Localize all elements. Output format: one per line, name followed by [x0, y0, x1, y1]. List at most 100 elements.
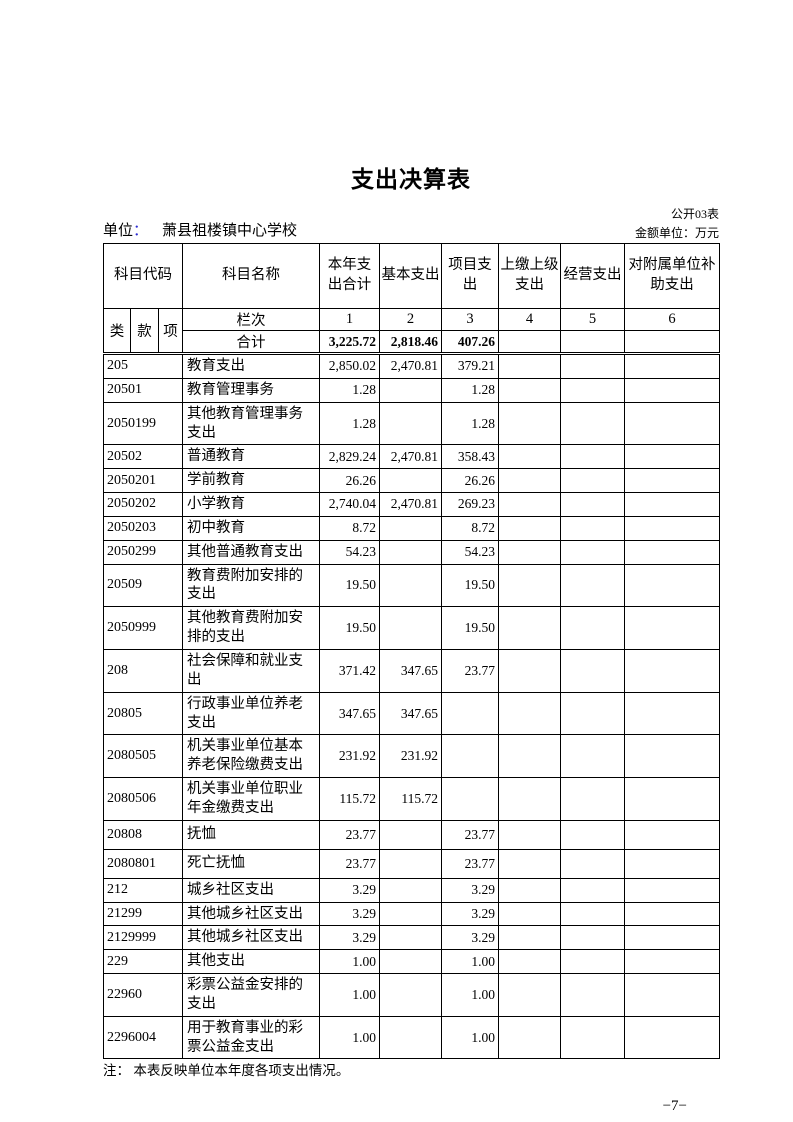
value-cell-col6: [624, 352, 721, 379]
value-cell-col4: [498, 1015, 562, 1060]
value-cell-col4: [498, 901, 562, 927]
value-cell-col4: [498, 734, 562, 779]
value-cell-col3: 1.28: [441, 377, 500, 403]
lanci-number-3: 3: [441, 308, 500, 331]
value-cell-col4: [498, 925, 562, 951]
lanci-number-1: 1: [319, 308, 381, 331]
value-cell-col3: 23.77: [441, 648, 500, 693]
value-cell-col4: [498, 444, 562, 470]
table-row: 20509 教育费附加安排的支出 19.50 19.50: [102, 563, 721, 608]
value-cell-col4: [498, 777, 562, 821]
page-title: 支出决算表: [351, 166, 471, 192]
value-cell-col3: 269.23: [441, 492, 500, 517]
value-cell-col2: [379, 515, 443, 541]
value-cell-col2: [379, 468, 443, 494]
value-cell-col2: [379, 1015, 443, 1060]
value-cell-col4: [498, 563, 562, 608]
subject-name-cell: 初中教育: [182, 515, 321, 541]
value-cell-col6: [624, 468, 721, 494]
value-cell-col6: [624, 925, 721, 951]
value-cell-col3: 19.50: [441, 606, 500, 650]
subject-code-cell: 2050199: [102, 401, 184, 446]
value-cell-col5: [560, 539, 626, 565]
subject-code-cell: 2050999: [102, 606, 184, 650]
value-cell-col5: [560, 352, 626, 379]
value-cell-col1: 54.23: [319, 539, 381, 565]
table-row: 229 其他支出 1.00 1.00: [102, 949, 721, 975]
value-cell-col3: 1.28: [441, 401, 500, 446]
subject-code-cell: 20805: [102, 691, 184, 736]
value-cell-col2: 2,470.81: [379, 444, 443, 470]
value-cell-col1: 19.50: [319, 606, 381, 650]
value-cell-col3: 1.00: [441, 949, 500, 975]
value-cell-col6: [624, 848, 721, 879]
lanci-label: 栏次: [182, 308, 321, 331]
value-cell-col3: 3.29: [441, 925, 500, 951]
table-row: 2050299 其他普通教育支出 54.23 54.23: [102, 539, 721, 565]
value-cell-col2: [379, 973, 443, 1017]
document-page: 支出决算表 公开03表 单位： 萧县祖楼镇中心学校 金额单位：万元 科目代码 科目…: [102, 0, 721, 1115]
total-value-4: [498, 330, 562, 354]
value-cell-col1: 2,850.02: [319, 352, 381, 379]
value-cell-col2: [379, 563, 443, 608]
total-value-2: 2,818.46: [379, 330, 443, 354]
value-cell-col2: [379, 901, 443, 927]
value-cell-col6: [624, 563, 721, 608]
subject-name-cell: 行政事业单位养老支出: [182, 691, 321, 736]
value-cell-col3: 8.72: [441, 515, 500, 541]
table-row: 22960 彩票公益金安排的支出 1.00 1.00: [102, 973, 721, 1017]
col-header-subject-code: 科目代码: [102, 243, 184, 309]
value-cell-col6: [624, 734, 721, 779]
value-cell-col2: [379, 949, 443, 975]
table-header: 科目代码 科目名称 本年支出合计 基本支出 项目支出 上缴上级支出 经营支出 对…: [102, 243, 721, 354]
total-row-label: 合计: [182, 330, 321, 354]
total-value-6: [624, 330, 721, 354]
value-cell-col5: [560, 777, 626, 821]
subject-code-cell: 2080801: [102, 848, 184, 879]
subject-name-cell: 死亡抚恤: [182, 848, 321, 879]
value-cell-col6: [624, 444, 721, 470]
value-cell-col2: 115.72: [379, 777, 443, 821]
value-cell-col3: 3.29: [441, 901, 500, 927]
value-cell-col1: 19.50: [319, 563, 381, 608]
lanci-number-2: 2: [379, 308, 443, 331]
subject-name-cell: 小学教育: [182, 492, 321, 517]
subject-name-cell: 用于教育事业的彩票公益金支出: [182, 1015, 321, 1060]
value-cell-col5: [560, 848, 626, 879]
table-row: 2080505 机关事业单位基本养老保险缴费支出 231.92 231.92: [102, 734, 721, 779]
header-row-total: 合计 3,225.72 2,818.46 407.26: [104, 330, 721, 354]
value-cell-col5: [560, 877, 626, 903]
value-cell-col1: 3.29: [319, 877, 381, 903]
col-header-operating-expenditure: 经营支出: [560, 243, 626, 309]
subject-name-cell: 其他支出: [182, 949, 321, 975]
table-row: 2050202 小学教育 2,740.04 2,470.81 269.23: [102, 492, 721, 517]
value-cell-col4: [498, 539, 562, 565]
value-cell-col1: 23.77: [319, 848, 381, 879]
value-cell-col3: 358.43: [441, 444, 500, 470]
value-cell-col3: [441, 777, 500, 821]
col-header-xiang: 项: [157, 308, 184, 354]
value-cell-col5: [560, 515, 626, 541]
value-cell-col4: [498, 606, 562, 650]
subject-name-cell: 教育管理事务: [182, 377, 321, 403]
table-row: 2050203 初中教育 8.72 8.72: [102, 515, 721, 541]
subject-code-cell: 205: [102, 352, 184, 379]
value-cell-col5: [560, 468, 626, 494]
lanci-number-6: 6: [624, 308, 721, 331]
value-cell-col3: [441, 691, 500, 736]
value-cell-col1: 231.92: [319, 734, 381, 779]
value-cell-col4: [498, 377, 562, 403]
table-row: 212 城乡社区支出 3.29 3.29: [102, 877, 721, 903]
table-row: 2050199 其他教育管理事务支出 1.28 1.28: [102, 401, 721, 446]
value-cell-col4: [498, 492, 562, 517]
lanci-number-4: 4: [498, 308, 562, 331]
unit-line: 单位： 萧县祖楼镇中心学校: [103, 222, 297, 241]
value-cell-col2: [379, 819, 443, 850]
col-header-subject-name: 科目名称: [182, 243, 321, 309]
subject-name-cell: 其他普通教育支出: [182, 539, 321, 565]
value-cell-col5: [560, 401, 626, 446]
value-cell-col6: [624, 648, 721, 693]
value-cell-col3: 1.00: [441, 1015, 500, 1060]
subject-code-cell: 20502: [102, 444, 184, 470]
table-row: 2296004 用于教育事业的彩票公益金支出 1.00 1.00: [102, 1015, 721, 1060]
